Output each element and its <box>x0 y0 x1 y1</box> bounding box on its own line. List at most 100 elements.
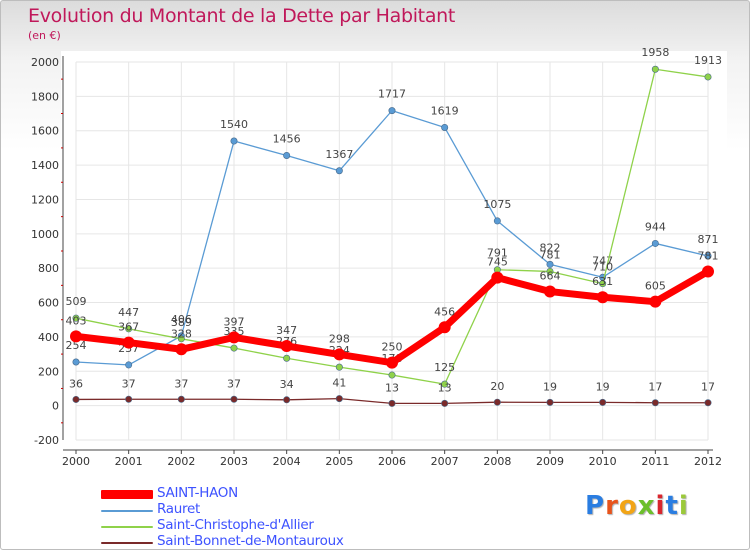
data-point <box>230 344 238 352</box>
x-tick-label: 2012 <box>694 455 722 468</box>
data-point <box>546 398 554 406</box>
data-label: 509 <box>66 295 87 308</box>
data-point <box>546 267 554 275</box>
data-point <box>704 252 712 260</box>
data-label: 791 <box>487 247 508 260</box>
data-point <box>228 331 240 344</box>
data-point <box>283 396 291 404</box>
logo-letter: x <box>637 491 656 521</box>
legend-label: Rauret <box>157 501 200 517</box>
legend-swatch <box>101 510 153 512</box>
data-point <box>441 380 449 388</box>
data-label: 37 <box>122 377 136 390</box>
data-point <box>175 343 188 356</box>
data-label: 41 <box>332 377 346 390</box>
data-label: 347 <box>276 324 297 337</box>
plot-background <box>61 51 727 449</box>
data-label: 19 <box>596 380 610 393</box>
data-label: 254 <box>66 339 87 352</box>
x-tick-label: 2002 <box>167 455 195 468</box>
data-point <box>125 325 133 333</box>
data-label: 367 <box>118 321 139 334</box>
data-point <box>544 285 556 298</box>
data-point <box>388 107 396 115</box>
y-tick-label: 200 <box>38 365 59 378</box>
data-point <box>280 340 293 353</box>
data-label: 13 <box>385 381 399 394</box>
y-tick-label: 1200 <box>31 193 59 206</box>
data-point <box>125 395 133 403</box>
data-label: 781 <box>698 249 719 262</box>
data-label: 17 <box>648 381 662 394</box>
logo-letter: r <box>605 491 619 521</box>
data-label: 403 <box>66 314 87 327</box>
data-label: 19 <box>543 380 557 393</box>
data-label: 20 <box>490 380 504 393</box>
data-label: 250 <box>382 341 403 354</box>
data-point <box>386 356 398 369</box>
data-label: 631 <box>592 275 613 288</box>
data-label: 17 <box>701 381 715 394</box>
y-tick-label: 1400 <box>31 159 59 172</box>
data-point <box>441 399 449 407</box>
data-label: 37 <box>174 377 188 390</box>
data-label: 1075 <box>483 198 511 211</box>
x-tick-label: 2008 <box>483 455 511 468</box>
data-label: 125 <box>434 361 455 374</box>
data-point <box>335 363 343 371</box>
data-point <box>491 271 504 284</box>
data-point <box>702 265 714 278</box>
data-point <box>704 73 712 81</box>
data-label: 34 <box>280 378 294 391</box>
data-label: 944 <box>645 220 666 233</box>
data-label: 1367 <box>325 148 353 161</box>
data-label: 37 <box>227 377 241 390</box>
data-label: 605 <box>645 280 666 293</box>
data-label: 871 <box>698 233 719 246</box>
logo-letter: i <box>678 491 689 521</box>
y-tick-label: 1000 <box>31 228 59 241</box>
data-label: 781 <box>540 248 561 261</box>
data-point <box>493 398 501 406</box>
logo-letter: P <box>585 491 606 521</box>
data-label: 298 <box>329 332 350 345</box>
x-tick-label: 2000 <box>62 455 90 468</box>
data-label: 1958 <box>641 46 669 59</box>
data-point <box>230 395 238 403</box>
data-label: 406 <box>171 313 192 326</box>
data-label: 664 <box>540 270 561 283</box>
legend-label: Saint-Christophe-d'Allier <box>157 517 314 533</box>
logo-letter: i <box>655 491 666 521</box>
data-label: 397 <box>224 315 245 328</box>
chart-title: Evolution du Montant de la Dette par Hab… <box>28 5 456 27</box>
data-label: 745 <box>487 256 508 269</box>
data-point <box>596 291 609 304</box>
data-point <box>651 399 659 407</box>
data-label: 1619 <box>431 104 459 117</box>
logo-letter: t <box>665 491 679 521</box>
y-tick-label: 800 <box>38 262 59 275</box>
legend-label: Saint-Bonnet-de-Montauroux <box>157 533 344 549</box>
data-point <box>335 167 343 175</box>
data-point <box>649 295 662 308</box>
data-point <box>177 335 185 343</box>
legend-swatch <box>101 542 153 544</box>
data-point <box>70 330 82 343</box>
data-point <box>546 260 554 268</box>
data-point <box>72 314 80 322</box>
data-point <box>438 321 451 334</box>
data-point <box>493 217 501 225</box>
y-tick-label: 0 <box>52 400 59 413</box>
data-label: 822 <box>540 241 561 254</box>
y-tick-label: 600 <box>38 297 59 310</box>
data-point <box>333 348 346 361</box>
data-label: 1456 <box>273 132 301 145</box>
data-label: 1913 <box>694 54 722 67</box>
data-point <box>122 336 135 349</box>
data-point <box>283 354 291 362</box>
x-tick-label: 2009 <box>536 455 564 468</box>
data-label: 710 <box>592 261 613 274</box>
x-tick-label: 2005 <box>325 455 353 468</box>
